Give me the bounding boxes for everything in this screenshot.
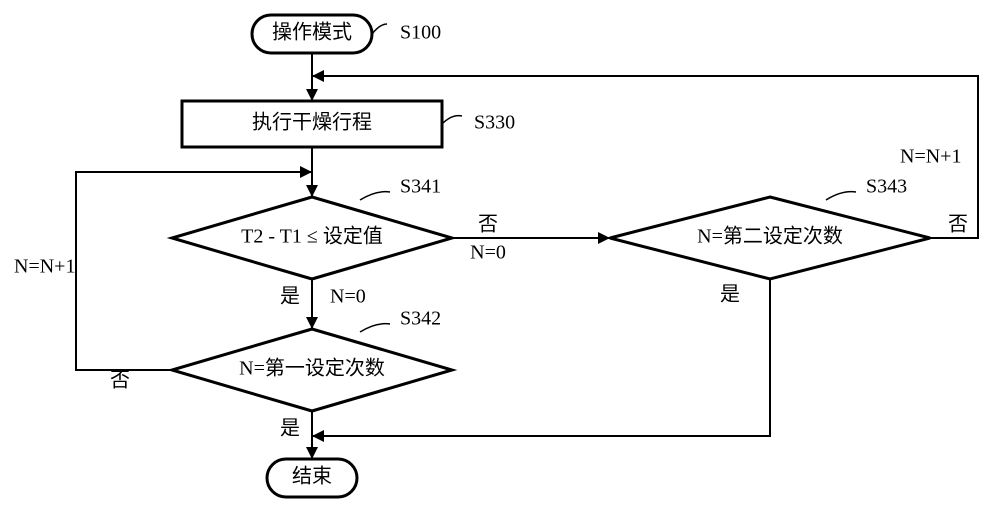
label-d2-no-inc: N=N+1 [14, 256, 75, 278]
node-end: 结束 [267, 459, 357, 497]
node-d2-text: N=第一设定次数 [239, 357, 385, 380]
node-d2: N=第一设定次数 [172, 329, 452, 411]
edge-d3-loopback [312, 70, 978, 238]
tag-s343: S343 [866, 176, 907, 198]
edge-d1-d2 [306, 279, 318, 329]
node-d3: N=第二设定次数 [610, 197, 930, 279]
leader-s343 [826, 192, 856, 200]
flowchart: 操作模式 S100 执行干燥行程 S330 T2 - T1 ≤ 设定值 S341… [0, 0, 1000, 511]
node-d1: T2 - T1 ≤ 设定值 [172, 197, 452, 279]
node-d3-text: N=第二设定次数 [697, 225, 843, 248]
label-d3-no: 否 [948, 214, 968, 236]
node-start-text: 操作模式 [272, 21, 352, 44]
tag-s330: S330 [474, 112, 515, 134]
node-proc: 执行干燥行程 [182, 101, 442, 147]
label-d1-no-n0: N=0 [470, 242, 506, 264]
node-d1-text: T2 - T1 ≤ 设定值 [241, 225, 383, 248]
leader-s330 [442, 116, 462, 124]
leader-s342 [360, 324, 390, 332]
tag-s100: S100 [400, 22, 441, 44]
node-end-text: 结束 [292, 465, 332, 488]
leader-s341 [360, 192, 390, 200]
tag-s342: S342 [400, 308, 441, 330]
label-d1-no: 否 [478, 214, 498, 236]
label-d2-yes: 是 [280, 418, 300, 440]
node-proc-text: 执行干燥行程 [252, 111, 372, 134]
label-d2-no: 否 [110, 370, 130, 392]
tag-s341: S341 [400, 176, 441, 198]
node-start: 操作模式 [252, 15, 372, 53]
label-d3-yes: 是 [720, 284, 740, 306]
label-d3-no-inc: N=N+1 [900, 146, 961, 168]
label-d1-yes: 是 [280, 286, 300, 308]
label-d1-yes-n0: N=0 [330, 286, 366, 308]
leader-s100 [372, 24, 387, 34]
